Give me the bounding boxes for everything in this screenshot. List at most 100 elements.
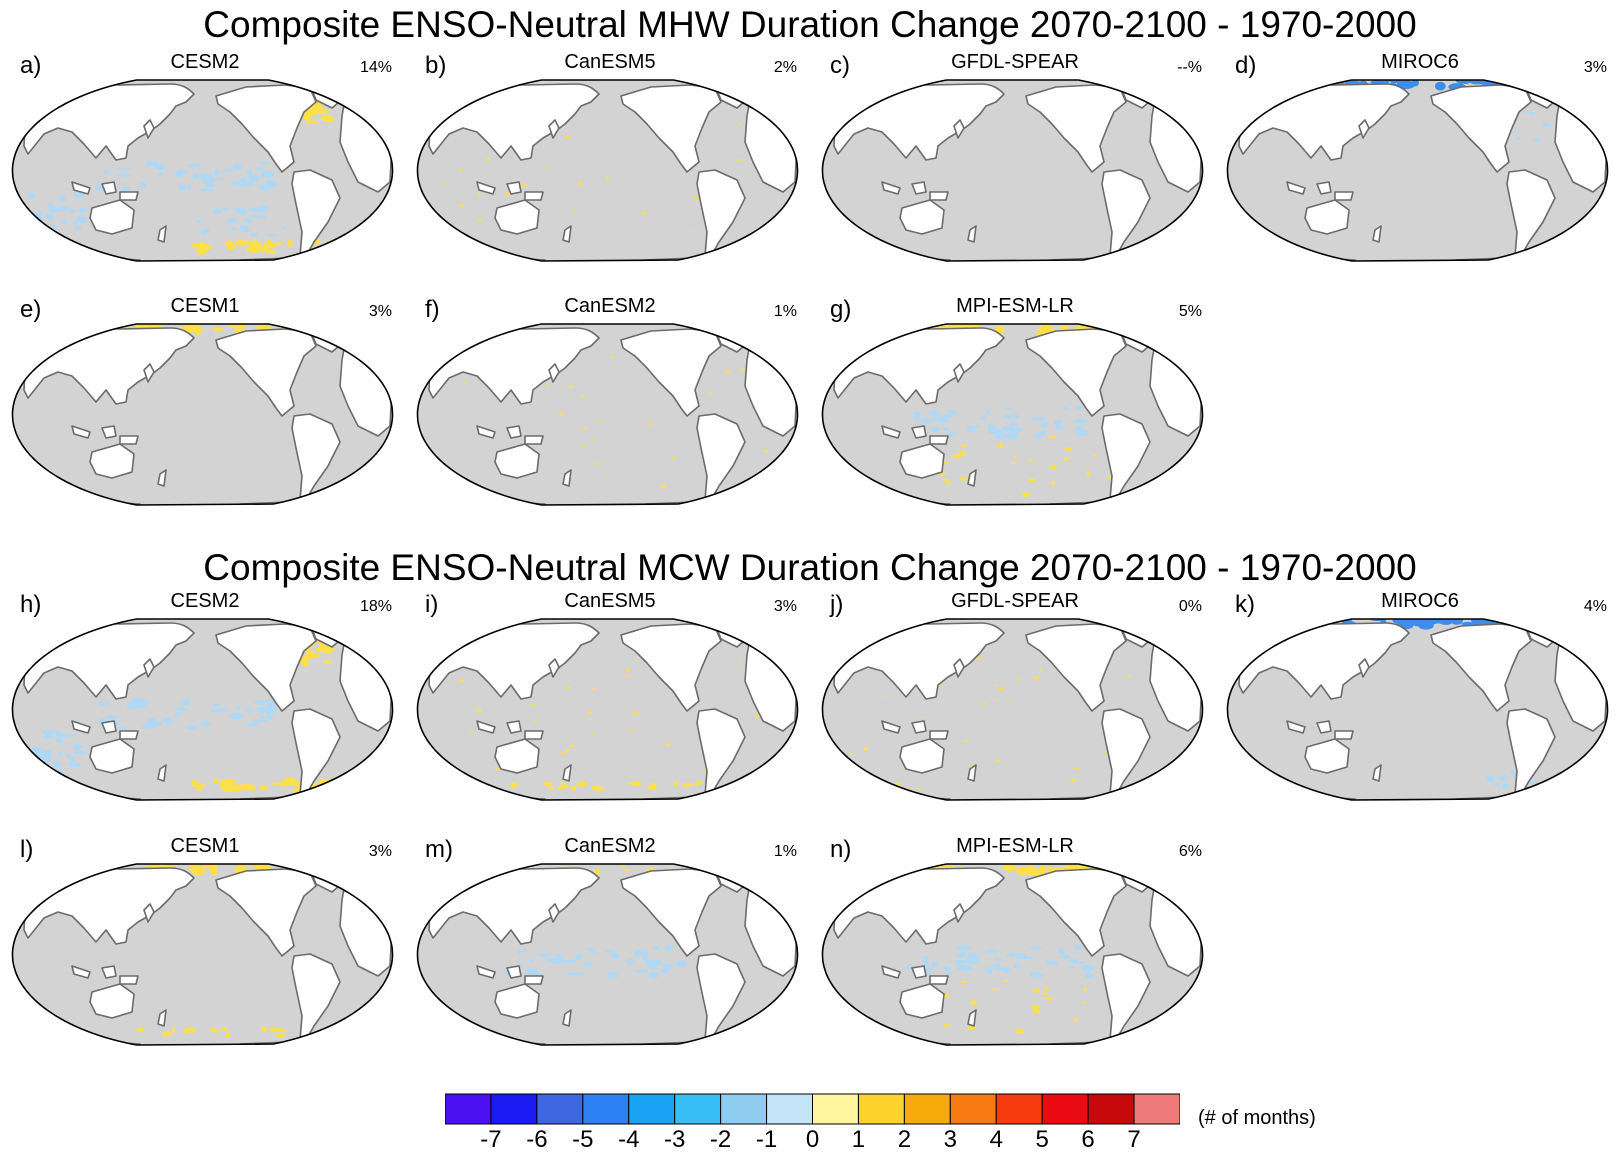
anomaly-patch	[960, 965, 972, 972]
anomaly-patch	[241, 228, 251, 233]
anomaly-patch	[583, 961, 593, 967]
anomaly-patch	[1494, 782, 1500, 787]
anomaly-patch	[906, 786, 909, 789]
anomaly-patch	[1008, 422, 1019, 427]
anomaly-patch	[56, 206, 68, 212]
anomaly-patch	[68, 209, 76, 213]
landmass-new-zealand	[967, 469, 977, 487]
anomaly-patch	[50, 730, 61, 734]
anomaly-patch	[985, 408, 991, 415]
landmass-japan	[953, 658, 965, 678]
anomaly-patch	[139, 182, 147, 188]
map-frame	[416, 323, 799, 506]
landmass-japan	[953, 363, 965, 383]
panel-model-name: CanESM2	[564, 835, 656, 857]
anomaly-patch	[874, 324, 887, 332]
landmass-japan	[548, 903, 560, 923]
anomaly-patch	[1539, 80, 1552, 85]
anomaly-patch	[1123, 324, 1137, 328]
landmass-new-zealand	[562, 469, 572, 487]
ocean-background	[417, 324, 798, 505]
anomaly-patch	[443, 771, 448, 775]
anomaly-patch	[943, 478, 949, 482]
anomaly-patch	[922, 955, 929, 960]
anomaly-patch	[633, 949, 644, 957]
panel-percentage: 4%	[1583, 598, 1607, 615]
anomaly-patch	[566, 972, 581, 975]
anomaly-patch	[49, 207, 58, 213]
landmass-south-america	[1506, 708, 1556, 796]
landmass-south-america	[696, 413, 746, 501]
landmass-new-guinea	[929, 191, 949, 201]
landmass-madagascar	[839, 756, 847, 774]
anomaly-patch	[605, 177, 610, 180]
landmass-indonesia1	[881, 425, 901, 439]
map-frame	[11, 323, 394, 506]
landmass-japan	[953, 903, 965, 923]
landmass-japan	[1358, 658, 1370, 678]
landmass-australia	[1304, 199, 1350, 235]
anomaly-patch	[29, 191, 35, 198]
anomaly-patch	[195, 783, 206, 789]
anomaly-patch	[976, 657, 982, 660]
ocean-background	[417, 864, 798, 1045]
anomaly-patch	[1028, 459, 1034, 462]
anomaly-patch	[570, 786, 576, 791]
landmass-japan	[143, 658, 155, 678]
anomaly-patch	[1069, 958, 1079, 964]
anomaly-patch	[1006, 952, 1016, 957]
panel-percentage: 6%	[1178, 843, 1202, 860]
panel-percentage: 3%	[1583, 59, 1607, 76]
landmass-uk	[1576, 95, 1586, 109]
anomaly-patch	[1075, 324, 1083, 330]
anomaly-patch	[957, 945, 971, 952]
map-panel: c) GFDL-SPEAR --%	[820, 50, 1210, 280]
map-panel: l) CESM1 3%	[10, 834, 400, 1064]
anomaly-patch	[1066, 864, 1080, 870]
anomaly-patch	[607, 972, 619, 979]
landmass-indonesia2	[101, 720, 117, 734]
anomaly-patch	[459, 204, 464, 208]
landmass-indonesia2	[506, 181, 522, 195]
anomaly-patch	[1434, 81, 1446, 91]
anomaly-patch	[994, 957, 1003, 961]
anomaly-patch	[1437, 619, 1455, 625]
anomaly-patch	[565, 686, 572, 689]
landmass-new-guinea	[1334, 191, 1354, 201]
anomaly-patch	[296, 324, 310, 331]
anomaly-patch	[521, 948, 527, 953]
anomaly-patch	[308, 111, 318, 116]
anomaly-patch	[740, 368, 745, 371]
anomaly-patch	[1499, 775, 1508, 781]
anomaly-patch	[1098, 324, 1112, 329]
landmass-south-america	[696, 953, 746, 1041]
anomaly-patch	[967, 1026, 975, 1031]
anomaly-patch	[1032, 1009, 1041, 1014]
anomaly-patch	[725, 370, 731, 373]
landmass-south-america	[1101, 413, 1151, 501]
landmass-new-zealand	[562, 1009, 572, 1027]
anomaly-patch	[38, 210, 44, 215]
anomaly-patch	[505, 192, 511, 196]
world-map	[821, 618, 1204, 801]
anomaly-patch	[660, 484, 667, 488]
anomaly-patch	[305, 650, 314, 656]
anomaly-patch	[98, 701, 106, 706]
anomaly-patch	[1476, 80, 1494, 85]
anomaly-patch	[163, 717, 173, 724]
anomaly-patch	[1075, 425, 1083, 433]
landmass-indonesia1	[1286, 181, 1306, 195]
world-map	[821, 79, 1204, 262]
anomaly-patch	[212, 327, 224, 332]
landmass-new-zealand	[562, 764, 572, 782]
landmass-japan	[548, 119, 560, 139]
anomaly-patch	[587, 711, 593, 715]
anomaly-patch	[1003, 413, 1012, 419]
anomaly-patch	[1015, 1028, 1023, 1033]
anomaly-patch	[1045, 960, 1059, 965]
anomaly-patch	[255, 167, 264, 171]
anomaly-patch	[1082, 1001, 1086, 1005]
landmass-madagascar	[29, 217, 37, 235]
anomaly-patch	[1312, 619, 1322, 622]
anomaly-patch	[730, 89, 740, 96]
